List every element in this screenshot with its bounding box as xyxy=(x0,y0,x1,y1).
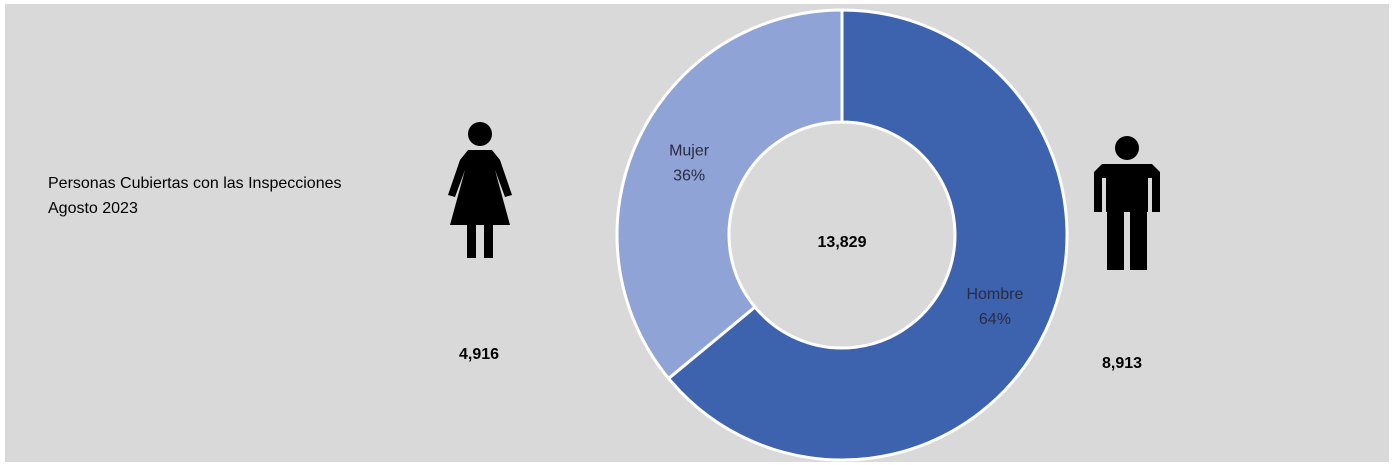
slice-label: Mujer xyxy=(669,142,710,159)
woman-icon xyxy=(448,122,512,258)
donut-slice xyxy=(615,8,844,381)
count-label: 4,916 xyxy=(459,346,499,363)
donut-slice xyxy=(666,8,1069,462)
slice-value-label: 36% xyxy=(673,167,705,184)
chart-title: Personas Cubiertas con las Inspecciones xyxy=(48,175,342,192)
center-label: 13,829 xyxy=(818,234,867,251)
count-label: 8,913 xyxy=(1102,355,1142,372)
chart-subtitle: Agosto 2023 xyxy=(48,200,138,217)
slice-value-label: 64% xyxy=(979,311,1011,328)
slice-label: Hombre xyxy=(966,286,1023,303)
man-icon xyxy=(1094,136,1160,270)
